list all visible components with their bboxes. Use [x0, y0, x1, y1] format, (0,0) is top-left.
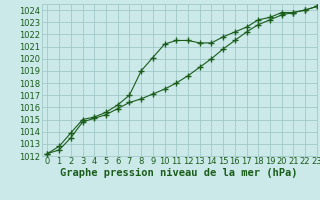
X-axis label: Graphe pression niveau de la mer (hPa): Graphe pression niveau de la mer (hPa) [60, 168, 298, 178]
